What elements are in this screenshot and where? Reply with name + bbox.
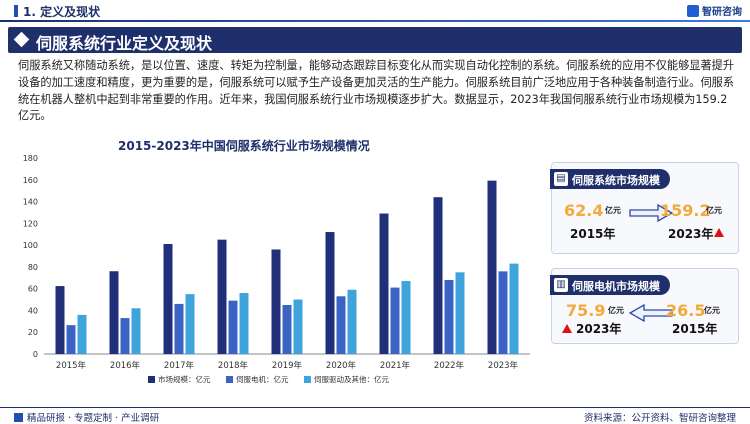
bar-3	[293, 299, 303, 354]
value-2015: 26.5	[666, 301, 706, 320]
chart-icon: ▥	[554, 278, 568, 292]
section-label: 1. 定义及现状	[23, 5, 101, 19]
x-tick-label: 2019年	[272, 360, 303, 371]
y-tick-label: 40	[28, 306, 38, 315]
bar-1	[379, 213, 389, 354]
x-tick-label: 2023年	[488, 360, 519, 371]
bar-chart: 0 20 40 60 80 100 120 140 160 180 2015年 2016年 2017年 2…	[23, 154, 530, 384]
unit-label: 亿元	[608, 306, 624, 315]
bar-2	[336, 296, 346, 354]
card-title: 伺服系统市场规模	[572, 174, 660, 187]
top-divider	[0, 20, 750, 22]
y-tick-label: 180	[23, 154, 38, 163]
bar-2	[498, 271, 508, 354]
bar-1	[109, 271, 119, 354]
bar-2	[282, 305, 292, 354]
footer: 精品研报 · 专题定制 · 产业调研 资料来源：公开资料、智研咨询整理	[0, 407, 750, 424]
bar-3	[77, 314, 87, 354]
y-tick-label: 80	[28, 263, 38, 272]
legend-label: 伺服驱动及其他：亿元	[314, 374, 389, 384]
legend-swatch	[148, 376, 155, 383]
value-2023: 75.9	[566, 301, 606, 320]
up-arrow-icon	[562, 324, 572, 333]
motor-market-card: ▥ 伺服电机市场规模 75.9 亿元 2023年 26.5 亿元 2015年	[550, 268, 739, 344]
y-tick-label: 60	[28, 285, 38, 294]
bar-2	[174, 303, 184, 354]
legend-swatch	[226, 376, 233, 383]
chart-title: 2015-2023年中国伺服系统行业市场规模情况	[118, 139, 370, 153]
x-tick-label: 2018年	[218, 360, 249, 371]
y-tick-label: 20	[28, 328, 38, 337]
footer-left: 精品研报 · 专题定制 · 产业调研	[14, 410, 159, 424]
bar-2	[120, 318, 130, 354]
year-label: 2023年	[668, 227, 714, 241]
y-tick-label: 140	[23, 198, 38, 207]
legend-label: 市场规模：亿元	[158, 374, 211, 384]
y-tick-label: 0	[33, 350, 38, 359]
bar-3	[455, 272, 465, 354]
brand[interactable]: 智研咨询	[687, 3, 742, 18]
up-arrow-icon	[714, 228, 724, 237]
bar-1	[325, 232, 335, 354]
brand-name: 智研咨询	[702, 7, 742, 18]
bar-1	[163, 244, 173, 354]
bar-2	[228, 300, 238, 354]
bar-3	[239, 293, 249, 354]
bar-2	[390, 287, 400, 354]
section-marker	[14, 5, 18, 17]
bar-3	[131, 308, 141, 354]
bar-1	[55, 286, 65, 354]
section-title: 1. 定义及现状	[14, 3, 100, 20]
year-label: 2023年	[576, 322, 622, 336]
bar-1	[433, 197, 443, 354]
bar-3	[401, 281, 411, 354]
system-market-card: ▤ 伺服系统市场规模 62.4 亿元 2015年 159.2 亿元 2023年	[550, 162, 739, 254]
footer-divider	[0, 407, 750, 408]
value-2023: 159.2	[660, 201, 711, 220]
legend-swatch	[304, 376, 311, 383]
arrow-left-icon	[628, 303, 673, 323]
bar-1	[487, 180, 497, 354]
arrow-right-icon	[629, 203, 674, 223]
title-banner: 伺服系统行业定义及现状	[8, 27, 742, 53]
page-title: 伺服系统行业定义及现状	[36, 34, 213, 53]
y-tick-label: 160	[23, 176, 38, 185]
intro-paragraph: 伺服系统又称随动系统，是以位置、速度、转矩为控制量，能够动态跟踪目标变化从而实现…	[18, 59, 735, 123]
document-icon: ▤	[554, 172, 568, 186]
unit-label: 亿元	[704, 306, 720, 315]
bar-1	[271, 249, 281, 354]
x-tick-label: 2020年	[326, 360, 357, 371]
footer-marker	[14, 413, 23, 422]
bar-2	[66, 325, 76, 354]
bar-2	[444, 279, 454, 354]
value-2015: 62.4	[564, 201, 604, 220]
card-title: 伺服电机市场规模	[572, 280, 660, 293]
year-label: 2015年	[570, 227, 616, 241]
card-header: ▤ 伺服系统市场规模	[550, 169, 670, 189]
diamond-icon	[13, 31, 30, 48]
brand-logo-icon	[687, 5, 699, 17]
unit-label: 亿元	[605, 206, 621, 215]
y-tick-label: 120	[23, 219, 38, 228]
x-tick-label: 2016年	[110, 360, 141, 371]
source-note: 资料来源：公开资料、智研咨询整理	[583, 413, 736, 424]
footer-tagline: 精品研报 · 专题定制 · 产业调研	[27, 413, 160, 424]
x-tick-label: 2022年	[434, 360, 465, 371]
x-tick-label: 2017年	[164, 360, 195, 371]
bar-1	[217, 239, 227, 354]
y-tick-label: 100	[23, 241, 38, 250]
unit-label: 亿元	[706, 206, 722, 215]
legend-label: 伺服电机：亿元	[236, 374, 289, 384]
x-tick-label: 2021年	[380, 360, 411, 371]
year-label: 2015年	[672, 322, 718, 336]
top-bar: 1. 定义及现状 智研咨询	[0, 0, 750, 22]
bar-3	[347, 289, 357, 354]
x-tick-label: 2015年	[56, 360, 87, 371]
bar-3	[185, 294, 195, 354]
card-header: ▥ 伺服电机市场规模	[550, 275, 670, 295]
bar-3	[509, 263, 519, 354]
